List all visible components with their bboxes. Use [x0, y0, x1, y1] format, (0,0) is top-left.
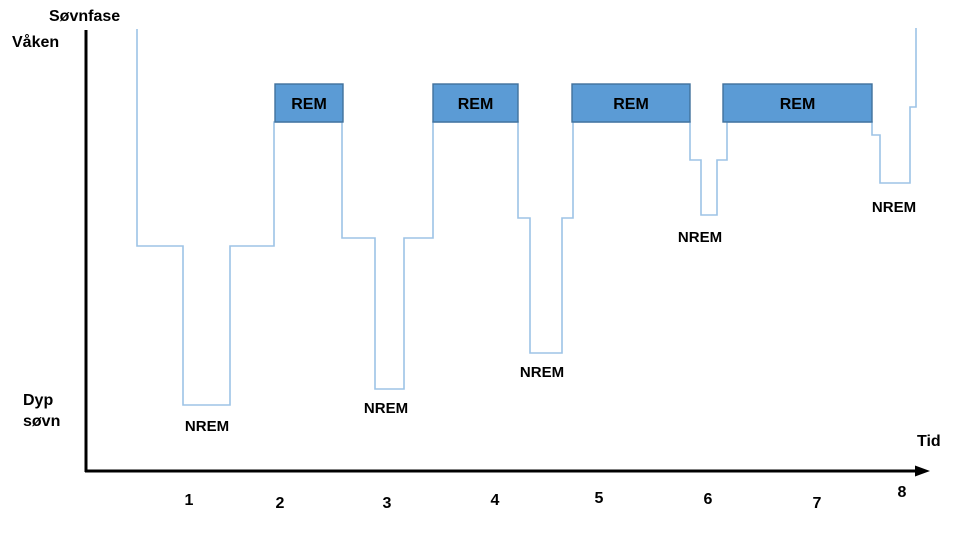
rem-box-2	[432, 83, 519, 123]
x-tick-label-4: 4	[491, 492, 500, 509]
x-tick-label-7: 7	[813, 495, 822, 512]
rem-box-3	[571, 83, 691, 123]
x-axis-title: Tid	[917, 433, 941, 450]
y-level-label-deep-sleep: Dyp søvn	[23, 390, 60, 432]
rem-box-4	[722, 83, 873, 123]
nrem-label-3: NREM	[520, 364, 564, 381]
y-axis-title: Søvnfase	[49, 8, 121, 25]
deep-sleep-line2: søvn	[23, 413, 61, 430]
sleep-stage-line	[136, 28, 917, 406]
x-tick-label-6: 6	[704, 491, 713, 508]
nrem-label-4: NREM	[678, 229, 722, 246]
nrem-label-2: NREM	[364, 400, 408, 417]
nrem-label-1: NREM	[185, 418, 229, 435]
deep-sleep-line1: Dyp	[23, 392, 54, 409]
y-level-label-awake: Våken	[12, 34, 60, 51]
x-tick-label-8: 8	[898, 484, 907, 501]
rem-box-label-2: REM	[458, 96, 494, 113]
x-axis-arrowhead	[915, 465, 930, 477]
rem-box-1	[274, 83, 344, 123]
rem-box-label-3: REM	[613, 96, 649, 113]
x-tick-label-5: 5	[595, 490, 604, 507]
rem-box-label-4: REM	[780, 96, 816, 113]
x-tick-label-2: 2	[276, 495, 285, 512]
nrem-label-5: NREM	[872, 199, 916, 216]
x-tick-label-3: 3	[383, 495, 392, 512]
x-tick-label-1: 1	[185, 492, 194, 509]
rem-box-label-1: REM	[291, 96, 327, 113]
